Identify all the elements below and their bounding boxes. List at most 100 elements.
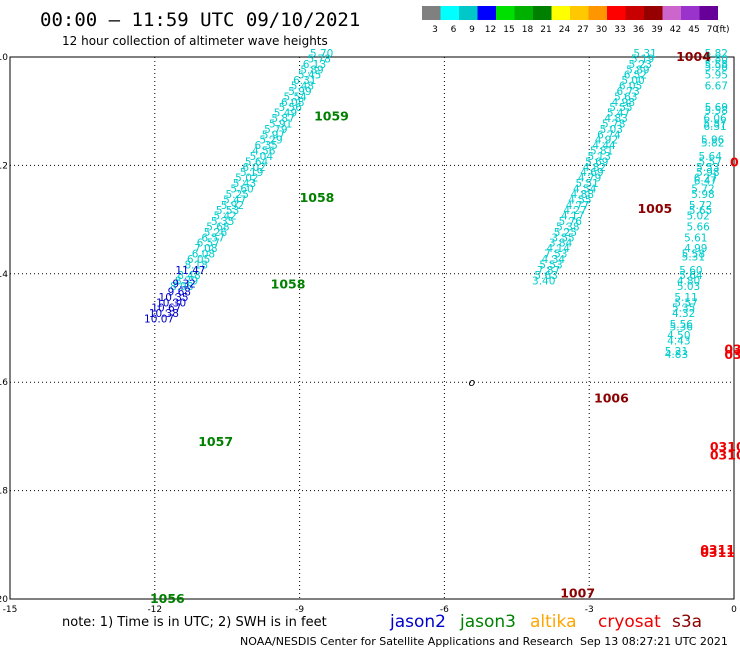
swh-value: 8.18 xyxy=(185,259,208,271)
swh-value: 5.63 xyxy=(534,270,557,282)
swh-value: 5.47 xyxy=(607,108,630,120)
swh-value: 5.35 xyxy=(211,216,234,228)
island-outline: o xyxy=(469,376,476,389)
x-tick-label: -15 xyxy=(3,605,18,615)
swh-value: 6.06 xyxy=(703,113,727,125)
swh-value: 5.61 xyxy=(684,232,707,244)
swh-value: 6.05 xyxy=(619,81,642,93)
swh-value: 3.55 xyxy=(551,232,574,244)
swh-value: 6.35 xyxy=(254,140,277,152)
swh-value: 6.47 xyxy=(694,175,717,187)
colorbar-swatch xyxy=(662,6,681,20)
swh-value: 5.89 xyxy=(300,64,323,76)
swh-value: 8.48 xyxy=(177,270,200,282)
island-marker: o xyxy=(469,376,476,389)
swh-value: 4.80 xyxy=(677,276,700,288)
y-tick-label: -20 xyxy=(0,595,8,605)
credit-text: NOAA/NESDIS Center for Satellite Applica… xyxy=(240,635,573,648)
swh-value: 5.47 xyxy=(223,194,246,206)
swh-value: 5.45 xyxy=(298,70,321,82)
colorbar-swatch xyxy=(681,6,700,20)
swh-value: 5.55 xyxy=(609,102,632,114)
pass-number-label: 1058 xyxy=(271,277,306,292)
swh-value: 5.82 xyxy=(705,48,728,60)
swh-value: 5.92 xyxy=(221,200,244,212)
swh-value: 5.21 xyxy=(665,346,688,358)
colorbar-swatch xyxy=(625,6,644,20)
colorbar-label: 6 xyxy=(451,25,457,35)
swh-value: 5.23 xyxy=(629,59,652,71)
colorbar-swatch xyxy=(699,6,718,20)
swh-value: 6.13 xyxy=(303,59,326,71)
swh-value: 5.02 xyxy=(235,173,258,185)
swh-value: 11.47 xyxy=(175,265,205,277)
swh-value: 5.56 xyxy=(279,102,303,114)
swh-value: 4.54 xyxy=(573,184,597,196)
pass-number-label: 1006 xyxy=(594,390,629,405)
y-tick-label: -18 xyxy=(0,487,8,497)
swh-value: 5.60 xyxy=(679,265,702,277)
page-title: 00:00 – 11:59 UTC 09/10/2021 xyxy=(40,9,360,31)
colorbar-label: 12 xyxy=(485,25,496,35)
swh-value: 10.35 xyxy=(159,292,189,304)
swh-value: 5.36 xyxy=(670,322,694,334)
swh-value: 5.89 xyxy=(626,64,649,76)
swh-value: 5.53 xyxy=(539,259,562,271)
x-tick-label: -6 xyxy=(440,605,449,615)
swh-value: 3.40 xyxy=(532,276,555,288)
swh-value: 6.08 xyxy=(192,249,215,261)
swh-value: 5.72 xyxy=(691,184,714,196)
colorbar-swatch xyxy=(607,6,626,20)
swh-value: 5.87 xyxy=(703,118,726,130)
swh-value: 5.19 xyxy=(240,167,263,179)
swh-value: 4.88 xyxy=(571,189,594,201)
swh-value: 4.69 xyxy=(580,167,603,179)
swh-value: 4.92 xyxy=(595,135,618,147)
colorbar-label: 18 xyxy=(522,25,534,35)
legend-altika: altika xyxy=(530,612,577,632)
swh-value: 6.31 xyxy=(293,75,316,87)
satellite-legend: jason2 jason3 altika cryosat s3a xyxy=(389,612,702,632)
swh-value: 5.31 xyxy=(633,48,656,60)
pass-number-label: 1004 xyxy=(676,49,711,64)
swh-value: 4.79 xyxy=(578,173,601,185)
x-tick-label: 0 xyxy=(731,605,737,615)
axis-ticks: -15 -12 -9 -6 -3 0 -10 -12 -14 -16 -18 -20 xyxy=(0,53,737,615)
pass-number-label: 1005 xyxy=(637,201,672,216)
swh-value: 7.08 xyxy=(194,243,217,255)
x-tick-label: -9 xyxy=(295,605,304,615)
swh-value: 10.67 xyxy=(151,303,181,315)
swh-value: 4.34 xyxy=(542,254,566,266)
pass-number-label: 031 xyxy=(724,347,740,362)
swh-value: 5.66 xyxy=(686,221,710,233)
legend-cryosat: cryosat xyxy=(598,612,661,632)
swh-value: 4.27 xyxy=(563,205,586,217)
y-tick-label: -16 xyxy=(0,378,8,388)
colorbar-label: 42 xyxy=(670,25,681,35)
swh-value: 5.57 xyxy=(699,156,722,168)
swh-value: 5.99 xyxy=(288,86,311,98)
swh-value: 6.05 xyxy=(187,254,210,266)
swh-value: 5.25 xyxy=(226,189,249,201)
swh-value: 4.77 xyxy=(566,200,589,212)
swh-value: 8.79 xyxy=(175,276,198,288)
colorbar-label: 24 xyxy=(559,25,571,35)
swh-value: 5.31 xyxy=(682,251,705,263)
swh-value: 5.42 xyxy=(213,211,236,223)
swh-value: 5.00 xyxy=(621,75,644,87)
pass-number-label: 1056 xyxy=(150,591,185,606)
swh-value: 4.82 xyxy=(583,162,606,174)
swh-value: 5.72 xyxy=(689,200,712,212)
swh-value: 5.26 xyxy=(204,227,228,239)
plot-frame xyxy=(9,56,735,600)
colorbar-label: 21 xyxy=(540,25,551,35)
swh-value: 5.43 xyxy=(233,178,256,190)
swh-value: 5.48 xyxy=(291,81,314,93)
swh-value: 4.98 xyxy=(612,97,635,109)
swh-value: 4.56 xyxy=(252,146,276,158)
colorbar-label: 36 xyxy=(633,25,645,35)
swh-value: 6.52 xyxy=(624,70,647,82)
swh-value: 6.57 xyxy=(197,238,220,250)
